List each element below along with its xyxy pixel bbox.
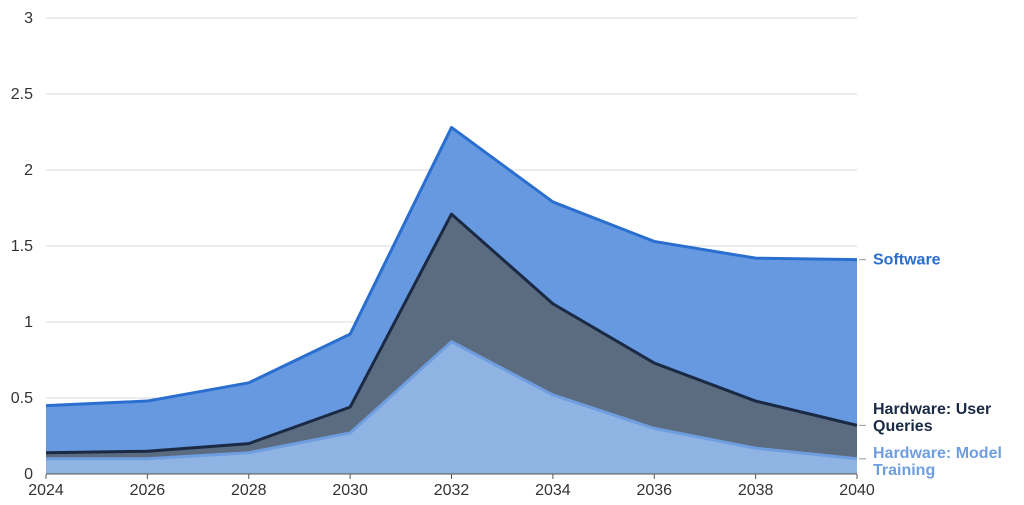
y-tick-label: 2 xyxy=(24,162,33,179)
line-hardware-user-queries xyxy=(45,212,858,455)
x-tick-label: 2036 xyxy=(636,482,672,499)
x-tick-label: 2034 xyxy=(535,482,571,499)
area-series xyxy=(46,127,857,474)
x-tick-label: 2040 xyxy=(839,482,875,499)
series-labels: Hardware: Model Training Hardware: User Que… xyxy=(859,252,1002,479)
y-tick-label: 1.5 xyxy=(11,238,33,255)
x-tick-label: 2030 xyxy=(332,482,368,499)
y-tick-label: 1 xyxy=(24,314,33,331)
area-software xyxy=(46,127,857,453)
series-label-hardware-model-training: Hardware: Model Training xyxy=(873,445,1002,479)
y-tick-label: 0.5 xyxy=(11,390,33,407)
axes: 0 0.5 1 1.5 2 2.5 3 2024 2026 2028 2030 2032 2034 203… xyxy=(11,10,875,499)
line-hardware-model-training xyxy=(46,340,858,461)
y-tick-label: 2.5 xyxy=(11,86,33,103)
series-label-hardware-user-queries: Hardware: User Queries xyxy=(873,401,991,435)
y-tick-label: 3 xyxy=(24,10,33,27)
x-tick-label: 2038 xyxy=(738,482,774,499)
area-hardware-model-training xyxy=(46,341,857,474)
x-tick-label: 2032 xyxy=(434,482,470,499)
x-tick-label: 2024 xyxy=(28,482,64,499)
series-label-software: Software xyxy=(873,252,941,269)
line-software xyxy=(45,125,858,408)
area-hardware-user-queries xyxy=(46,214,857,459)
x-tick-label: 2026 xyxy=(130,482,166,499)
y-tick-label: 0 xyxy=(24,466,33,483)
series-lines xyxy=(45,125,858,461)
x-tick-label: 2028 xyxy=(231,482,267,499)
